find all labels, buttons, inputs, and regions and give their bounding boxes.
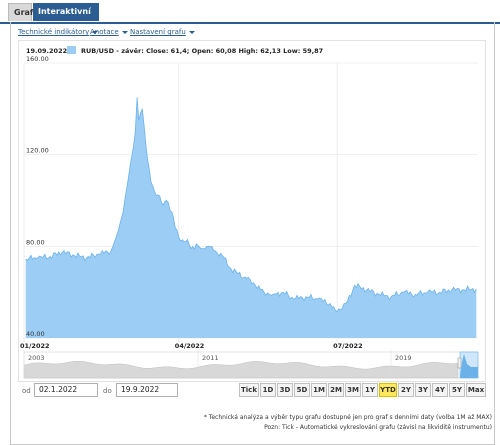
tab-graf[interactable]: Graf xyxy=(8,3,33,21)
zoom-button-ytd[interactable]: YTD xyxy=(379,383,397,397)
from-label: od xyxy=(22,387,31,395)
zoom-button-tick[interactable]: Tick xyxy=(239,383,259,397)
menu-technical-indicators[interactable]: Technické indikátory xyxy=(18,28,99,36)
chevron-down-icon xyxy=(121,30,128,34)
legend-swatch xyxy=(67,46,76,54)
zoom-button-5d[interactable]: 5D xyxy=(294,383,310,397)
zoom-button-4y[interactable]: 4Y xyxy=(432,383,448,397)
tab-bar: Graf Interaktivní graf xyxy=(0,0,500,34)
footnote-2: Pozn: Tick - Automatické vykreslování gr… xyxy=(264,424,492,431)
summary-date: 19.09.2022 xyxy=(26,47,68,55)
chevron-down-icon xyxy=(92,30,99,34)
to-label: do xyxy=(103,387,112,395)
to-date-input[interactable]: 19.9.2022 xyxy=(116,383,178,397)
menu-chart-settings[interactable]: Nastavení grafu xyxy=(130,28,195,36)
zoom-button-2m[interactable]: 2M xyxy=(328,383,344,397)
zoom-button-1d[interactable]: 1D xyxy=(260,383,276,397)
zoom-button-max[interactable]: Max xyxy=(466,383,486,397)
zoom-button-3d[interactable]: 3D xyxy=(277,383,293,397)
chart-area xyxy=(18,40,486,382)
footnote-1: * Technická analýza a výběr typu grafu d… xyxy=(203,414,492,421)
summary-values: RUB/USD - závěr: Close: 61,4; Open: 60,0… xyxy=(81,47,324,55)
zoom-button-1m[interactable]: 1M xyxy=(311,383,327,397)
zoom-button-3y[interactable]: 3Y xyxy=(415,383,431,397)
zoom-button-2y[interactable]: 2Y xyxy=(398,383,414,397)
from-date-input[interactable]: 02.1.2022 xyxy=(34,383,98,397)
zoom-button-1y[interactable]: 1Y xyxy=(362,383,378,397)
zoom-button-3m[interactable]: 3M xyxy=(345,383,361,397)
chevron-down-icon xyxy=(188,30,195,34)
zoom-button-5y[interactable]: 5Y xyxy=(449,383,465,397)
menu-annotations[interactable]: Anotace xyxy=(90,28,128,36)
tab-interactive-chart[interactable]: Interaktivní graf xyxy=(33,3,99,34)
